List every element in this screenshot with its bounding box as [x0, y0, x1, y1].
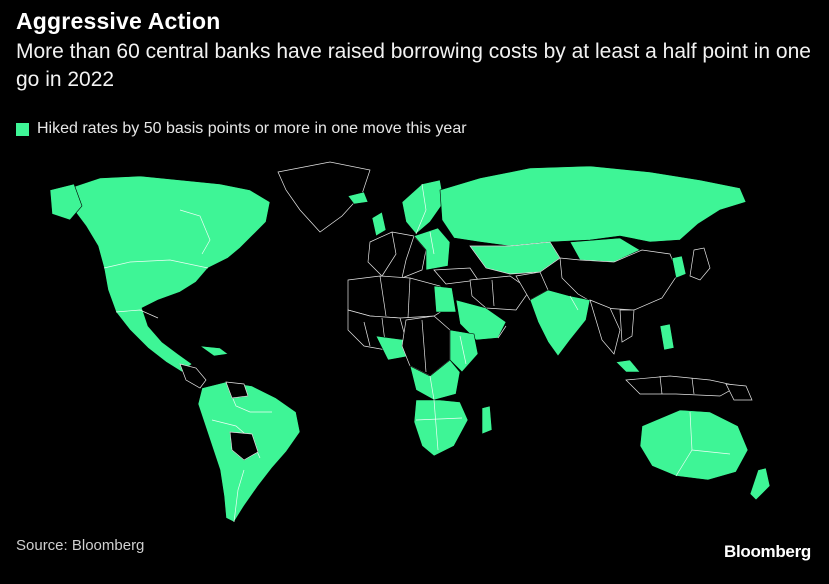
india	[529, 289, 591, 357]
iceland	[347, 191, 369, 205]
vietnam	[619, 309, 635, 343]
caribbean	[198, 345, 229, 357]
chart-title: Aggressive Action	[16, 8, 221, 34]
scandinavia	[401, 179, 445, 235]
bloomberg-logo: Bloomberg	[723, 542, 811, 561]
chart-subtitle: More than 60 central banks have raised b…	[16, 40, 811, 91]
malaysia	[615, 359, 641, 373]
world-map	[49, 161, 771, 523]
legend-label: Hiked rates by 50 basis points or more i…	[37, 120, 467, 137]
eastern-europe	[413, 227, 451, 271]
madagascar	[481, 405, 493, 435]
east-africa	[449, 329, 479, 373]
africa-middle	[409, 359, 461, 401]
source-note: Source: Bloomberg	[16, 537, 145, 554]
legend-swatch	[16, 122, 29, 136]
russia	[439, 165, 747, 247]
egypt	[433, 285, 457, 313]
alaska	[49, 183, 83, 221]
mongolia	[569, 237, 641, 263]
uk	[371, 211, 387, 237]
indonesia	[625, 375, 739, 397]
kazakhstan-central-asia	[469, 241, 561, 275]
japan	[689, 247, 711, 281]
new-zealand	[749, 467, 771, 501]
philippines	[659, 323, 675, 351]
legend: Hiked rates by 50 basis points or more i…	[16, 120, 467, 138]
australia	[639, 409, 749, 481]
korea	[671, 255, 687, 279]
southern-africa	[413, 399, 469, 457]
north-america	[69, 175, 271, 373]
